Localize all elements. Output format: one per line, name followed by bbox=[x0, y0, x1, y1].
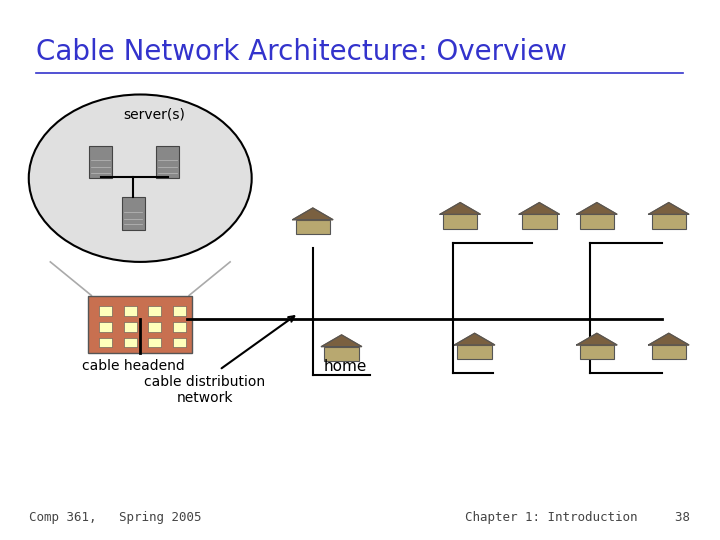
FancyBboxPatch shape bbox=[173, 338, 186, 347]
FancyBboxPatch shape bbox=[124, 322, 137, 332]
Polygon shape bbox=[577, 333, 617, 345]
FancyBboxPatch shape bbox=[652, 214, 686, 228]
Polygon shape bbox=[649, 202, 689, 214]
Text: home: home bbox=[323, 359, 367, 374]
FancyBboxPatch shape bbox=[652, 345, 686, 359]
Polygon shape bbox=[292, 208, 333, 220]
FancyBboxPatch shape bbox=[99, 338, 112, 347]
FancyBboxPatch shape bbox=[148, 338, 161, 347]
FancyBboxPatch shape bbox=[124, 306, 137, 316]
FancyBboxPatch shape bbox=[173, 322, 186, 332]
FancyBboxPatch shape bbox=[443, 214, 477, 228]
FancyBboxPatch shape bbox=[295, 220, 330, 234]
Polygon shape bbox=[454, 333, 495, 345]
Text: Chapter 1: Introduction     38: Chapter 1: Introduction 38 bbox=[465, 511, 690, 524]
FancyBboxPatch shape bbox=[156, 146, 179, 178]
FancyBboxPatch shape bbox=[148, 322, 161, 332]
Text: server(s): server(s) bbox=[124, 108, 186, 122]
FancyBboxPatch shape bbox=[457, 345, 492, 359]
FancyBboxPatch shape bbox=[148, 306, 161, 316]
FancyBboxPatch shape bbox=[522, 214, 557, 228]
Polygon shape bbox=[649, 333, 689, 345]
Polygon shape bbox=[440, 202, 480, 214]
FancyBboxPatch shape bbox=[580, 345, 614, 359]
Polygon shape bbox=[321, 335, 361, 347]
FancyBboxPatch shape bbox=[89, 146, 112, 178]
FancyBboxPatch shape bbox=[122, 197, 145, 230]
Circle shape bbox=[29, 94, 252, 262]
FancyBboxPatch shape bbox=[173, 306, 186, 316]
Polygon shape bbox=[519, 202, 559, 214]
FancyBboxPatch shape bbox=[89, 296, 192, 353]
Polygon shape bbox=[577, 202, 617, 214]
FancyBboxPatch shape bbox=[124, 338, 137, 347]
FancyBboxPatch shape bbox=[99, 306, 112, 316]
Text: cable headend: cable headend bbox=[81, 359, 184, 373]
Text: Cable Network Architecture: Overview: Cable Network Architecture: Overview bbox=[36, 38, 567, 66]
FancyBboxPatch shape bbox=[99, 322, 112, 332]
FancyBboxPatch shape bbox=[324, 347, 359, 361]
Text: Comp 361,   Spring 2005: Comp 361, Spring 2005 bbox=[29, 511, 202, 524]
Text: cable distribution
network: cable distribution network bbox=[145, 375, 266, 406]
FancyBboxPatch shape bbox=[580, 214, 614, 228]
